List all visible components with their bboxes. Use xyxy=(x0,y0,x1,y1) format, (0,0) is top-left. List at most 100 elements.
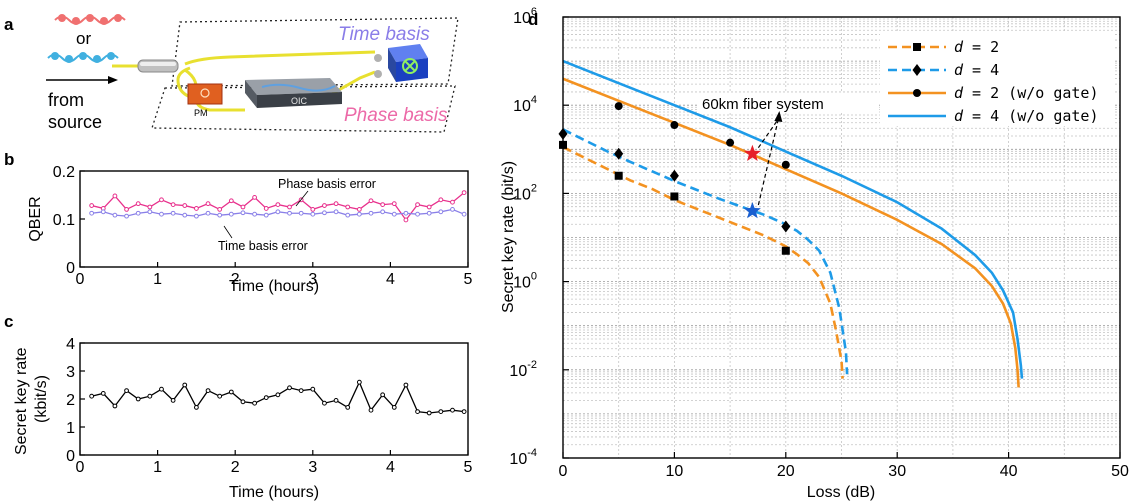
data-point xyxy=(450,199,455,205)
beam-splitter-icon xyxy=(137,59,179,73)
x-tick-label: 4 xyxy=(386,271,395,288)
circle-marker xyxy=(913,89,921,97)
phase-error-leader xyxy=(295,190,309,207)
panel-c-x-ticks: 0 1 2 3 4 5 xyxy=(76,450,473,476)
data-point xyxy=(275,209,281,215)
x-tick-label: 10 xyxy=(666,463,684,480)
from-source-line2: source xyxy=(48,112,102,132)
data-point xyxy=(217,393,223,399)
panel-b-x-ticks: 0 1 2 3 4 5 xyxy=(76,262,473,288)
data-point xyxy=(182,382,188,388)
data-point xyxy=(403,210,409,216)
oic-chip-icon xyxy=(245,78,342,108)
curve-2 xyxy=(562,77,1020,388)
data-point xyxy=(217,207,223,212)
y-tick-label: 0.1 xyxy=(53,212,75,229)
data-point xyxy=(170,398,176,403)
data-point xyxy=(194,405,199,410)
x-tick-label: 30 xyxy=(888,463,906,480)
data-point xyxy=(228,389,234,395)
panel-c-y-label-line2: (kbit/s) xyxy=(33,375,50,423)
data-point xyxy=(438,209,444,215)
data-point xyxy=(263,395,269,401)
oic-label: OIC xyxy=(291,96,308,106)
y-tick-exponent: -2 xyxy=(527,359,537,371)
curve-3 xyxy=(562,59,1024,379)
time-basis-box xyxy=(171,17,459,87)
data-point xyxy=(426,410,432,416)
data-point xyxy=(391,201,397,207)
data-point xyxy=(252,211,258,217)
diamond-marker xyxy=(669,169,679,182)
data-point xyxy=(159,386,164,392)
fiber-system-annotation: 60km fiber system xyxy=(702,96,824,113)
data-point xyxy=(438,409,444,415)
legend-rest: = 4 (w/o gate) xyxy=(963,107,1098,125)
x-tick-label: 20 xyxy=(777,463,795,480)
data-point xyxy=(124,388,129,394)
data-point xyxy=(345,204,351,210)
data-point xyxy=(240,204,246,210)
data-point xyxy=(345,405,351,410)
data-point xyxy=(380,392,386,398)
panel-b-y-ticks: 0 0.1 0.2 xyxy=(53,164,85,277)
square-marker xyxy=(781,246,790,255)
data-point xyxy=(310,207,316,212)
data-point xyxy=(415,409,420,415)
panel-d-legend: d = 2d = 4d = 2 (w/o gate)d = 4 (w/o gat… xyxy=(880,33,1114,126)
legend-label: d = 2 xyxy=(954,38,999,56)
y-tick-exponent: 6 xyxy=(531,6,537,18)
series-line-0 xyxy=(91,380,465,414)
y-tick-mantissa: 10 xyxy=(513,186,531,203)
circle-marker xyxy=(670,121,679,130)
x-tick-label: 1 xyxy=(153,459,162,476)
x-tick-label: 4 xyxy=(386,459,395,476)
phase-basis-label: Phase basis xyxy=(344,105,448,126)
x-tick-label: 0 xyxy=(559,463,568,480)
y-tick-label: 106 xyxy=(513,6,537,27)
x-tick-label: 5 xyxy=(464,459,473,476)
from-source-line1: from xyxy=(48,90,84,110)
data-point xyxy=(310,386,316,392)
diamond-marker xyxy=(912,64,922,76)
data-point xyxy=(322,400,327,406)
y-tick-exponent: 0 xyxy=(531,271,537,283)
x-tick-label: 5 xyxy=(464,271,473,288)
y-tick-label: 2 xyxy=(66,392,75,409)
diamond-marker xyxy=(614,147,624,160)
data-point xyxy=(205,201,211,207)
data-point xyxy=(287,210,292,216)
data-point xyxy=(89,210,95,216)
data-point xyxy=(194,206,199,211)
data-point xyxy=(159,197,164,203)
or-text: or xyxy=(76,29,91,48)
data-point xyxy=(263,206,269,211)
time-basis-label: Time basis xyxy=(338,24,430,45)
data-point xyxy=(182,212,188,218)
legend-rest: = 2 (w/o gate) xyxy=(963,84,1098,102)
data-point xyxy=(298,388,304,394)
data-point xyxy=(240,210,246,216)
square-marker xyxy=(670,192,679,201)
data-point xyxy=(426,204,432,210)
panel-c-y-label: Secret key rate (kbit/s) xyxy=(13,343,50,455)
data-point xyxy=(322,210,327,216)
annotation-arrows xyxy=(757,111,783,206)
time-error-leader xyxy=(223,225,233,239)
circle-marker xyxy=(781,160,790,169)
data-point xyxy=(415,202,420,208)
detector-icon xyxy=(374,44,428,82)
curve-1 xyxy=(562,128,849,375)
panel-b-series xyxy=(89,190,467,223)
legend-var: d xyxy=(954,38,964,56)
y-tick-label: 104 xyxy=(513,94,537,115)
data-point xyxy=(205,210,211,216)
data-point xyxy=(228,211,234,217)
data-point xyxy=(450,207,455,212)
data-point xyxy=(135,210,141,216)
x-tick-label: 50 xyxy=(1111,463,1129,480)
y-tick-mantissa: 10 xyxy=(513,98,531,115)
data-point xyxy=(124,213,129,219)
phase-modulator-icon xyxy=(187,83,223,105)
